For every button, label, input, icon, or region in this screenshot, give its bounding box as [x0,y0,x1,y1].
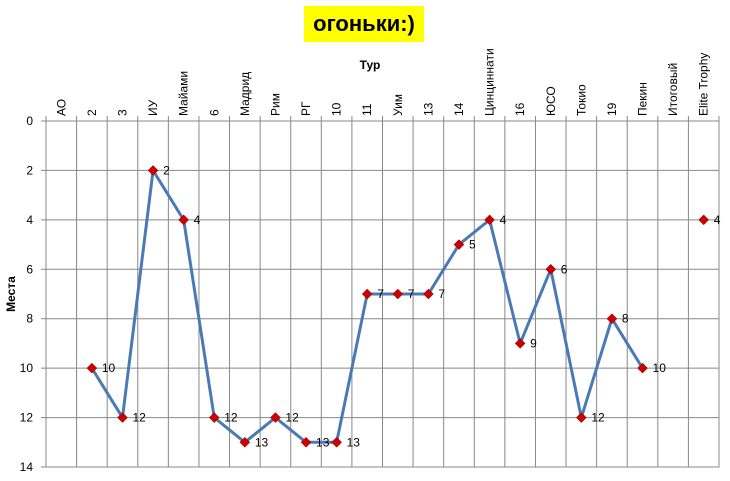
data-label: 12 [591,411,605,425]
x-tick-label: Майами [177,71,191,116]
y-tick-labels: 0 2 4 6 8 10 12 14 [20,114,34,474]
x-tick-label: 2 [85,109,99,116]
data-label: 4 [714,213,721,227]
x-tick-label: 11 [360,103,374,116]
x-tick-label: РГ [299,101,313,116]
x-axis-title: Тур [360,58,381,72]
data-label: 12 [224,411,238,425]
x-tick-label: ЮСО [544,86,558,116]
y-axis-title: Места [4,276,18,312]
data-point [453,239,465,250]
data-point [514,338,526,349]
x-tick-label: 14 [452,102,466,116]
data-label: 10 [102,361,116,375]
y-tick-label: 2 [26,163,33,177]
data-point [270,412,281,423]
x-tick-labels: АО 2 3 ИУ Майами 6 Мадрид Рим РГ 10 11 Уим 13 14 Цинци… [54,48,710,116]
x-tick-label: Уим [391,94,405,116]
data-point [698,214,710,226]
data-label: 13 [255,435,269,449]
data-label: 9 [530,336,537,350]
x-tick-label: Итоговый [666,63,680,116]
x-tick-label: Elite Trophy [697,53,711,116]
series-line [90,168,644,444]
data-point [300,436,312,448]
x-tick-label: АО [54,99,68,116]
x-tick-label: 16 [513,102,527,116]
data-label: 7 [377,287,384,301]
y-tick-label: 4 [26,213,33,227]
x-tick-label: 6 [207,109,221,116]
grid [41,116,720,468]
data-point [239,436,251,448]
x-tick-label: Токио [574,84,588,116]
data-point [86,362,98,374]
data-point [392,288,404,300]
series: 10 12 2 4 12 13 12 13 13 7 7 7 5 4 9 6 12 8 10 4 [86,163,721,449]
x-tick-label: Рим [268,93,282,116]
x-tick-label: 10 [330,102,344,116]
data-label: 8 [622,312,629,326]
data-point [147,165,159,176]
data-point [117,412,128,423]
y-tick-label: 8 [26,312,33,326]
data-label: 13 [347,435,361,449]
chart-title: огоньки:) [313,11,415,36]
data-label: 2 [163,163,170,177]
x-tick-label: 13 [421,102,435,116]
y-tick-label: 14 [20,460,34,474]
data-point [361,288,373,300]
x-tick-label: 19 [605,102,619,116]
data-label: 7 [408,287,415,301]
y-tick-label: 10 [20,361,34,375]
y-tick-label: 12 [20,411,34,425]
data-point [423,288,434,300]
data-label: 10 [653,361,667,375]
data-point [484,214,495,226]
chart-title-box: огоньки:) [304,6,424,42]
data-point [178,214,190,226]
y-tick-label: 0 [26,114,33,128]
x-tick-label: Цинциннати [483,48,497,116]
data-label: 13 [316,435,330,449]
data-label: 7 [438,287,445,301]
data-label: 6 [561,262,568,276]
x-tick-label: ИУ [146,99,160,116]
data-point [545,263,557,275]
y-tick-label: 6 [26,262,33,276]
data-point [208,412,220,423]
data-label: 5 [469,238,476,252]
data-label: 12 [285,411,299,425]
data-label: 4 [194,213,201,227]
x-tick-label: 3 [115,109,129,116]
x-tick-label: Мадрид [238,72,252,116]
data-label: 12 [132,411,146,425]
data-point [606,313,618,325]
data-point [331,436,342,448]
x-tick-label: Пекин [636,82,650,116]
data-label: 4 [500,213,507,227]
data-point [575,412,587,423]
data-point [637,362,648,374]
